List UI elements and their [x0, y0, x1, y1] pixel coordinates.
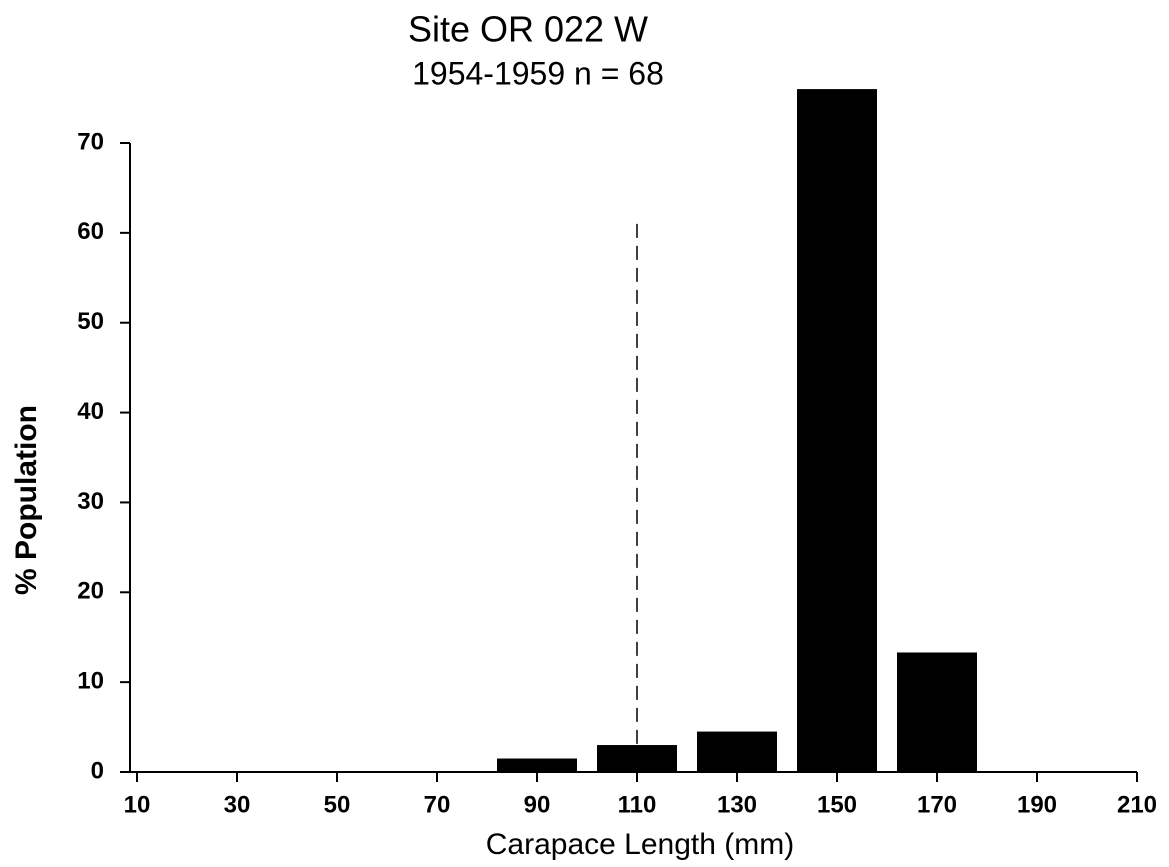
y-tick-label: 50 — [77, 308, 104, 335]
x-tick-label: 90 — [524, 791, 551, 818]
x-tick-label: 190 — [1017, 791, 1057, 818]
bar — [897, 652, 977, 772]
y-axis-label: % Population — [10, 405, 43, 595]
y-tick-label: 20 — [77, 578, 104, 605]
y-tick-label: 70 — [77, 128, 104, 155]
y-tick-label: 40 — [77, 398, 104, 425]
chart-subtitle: 1954-1959 n = 68 — [412, 55, 664, 91]
x-tick-label: 170 — [917, 791, 957, 818]
y-tick-label: 0 — [91, 757, 104, 784]
bar — [497, 758, 577, 772]
x-tick-label: 110 — [618, 791, 657, 818]
y-tick-label: 60 — [77, 218, 104, 245]
x-tick-label: 70 — [424, 791, 451, 818]
x-tick-label: 150 — [817, 791, 857, 818]
y-tick-label: 30 — [77, 488, 104, 515]
x-tick-label: 10 — [124, 791, 151, 818]
chart-title: Site OR 022 W — [408, 9, 648, 50]
x-axis-label: Carapace Length (mm) — [486, 828, 794, 861]
x-tick-label: 30 — [224, 791, 251, 818]
x-tick-label: 210 — [1117, 791, 1157, 818]
y-tick-label: 10 — [77, 667, 104, 694]
x-tick-label: 50 — [324, 791, 351, 818]
bar — [697, 731, 777, 772]
bar — [797, 89, 877, 773]
x-tick-label: 130 — [717, 791, 757, 818]
